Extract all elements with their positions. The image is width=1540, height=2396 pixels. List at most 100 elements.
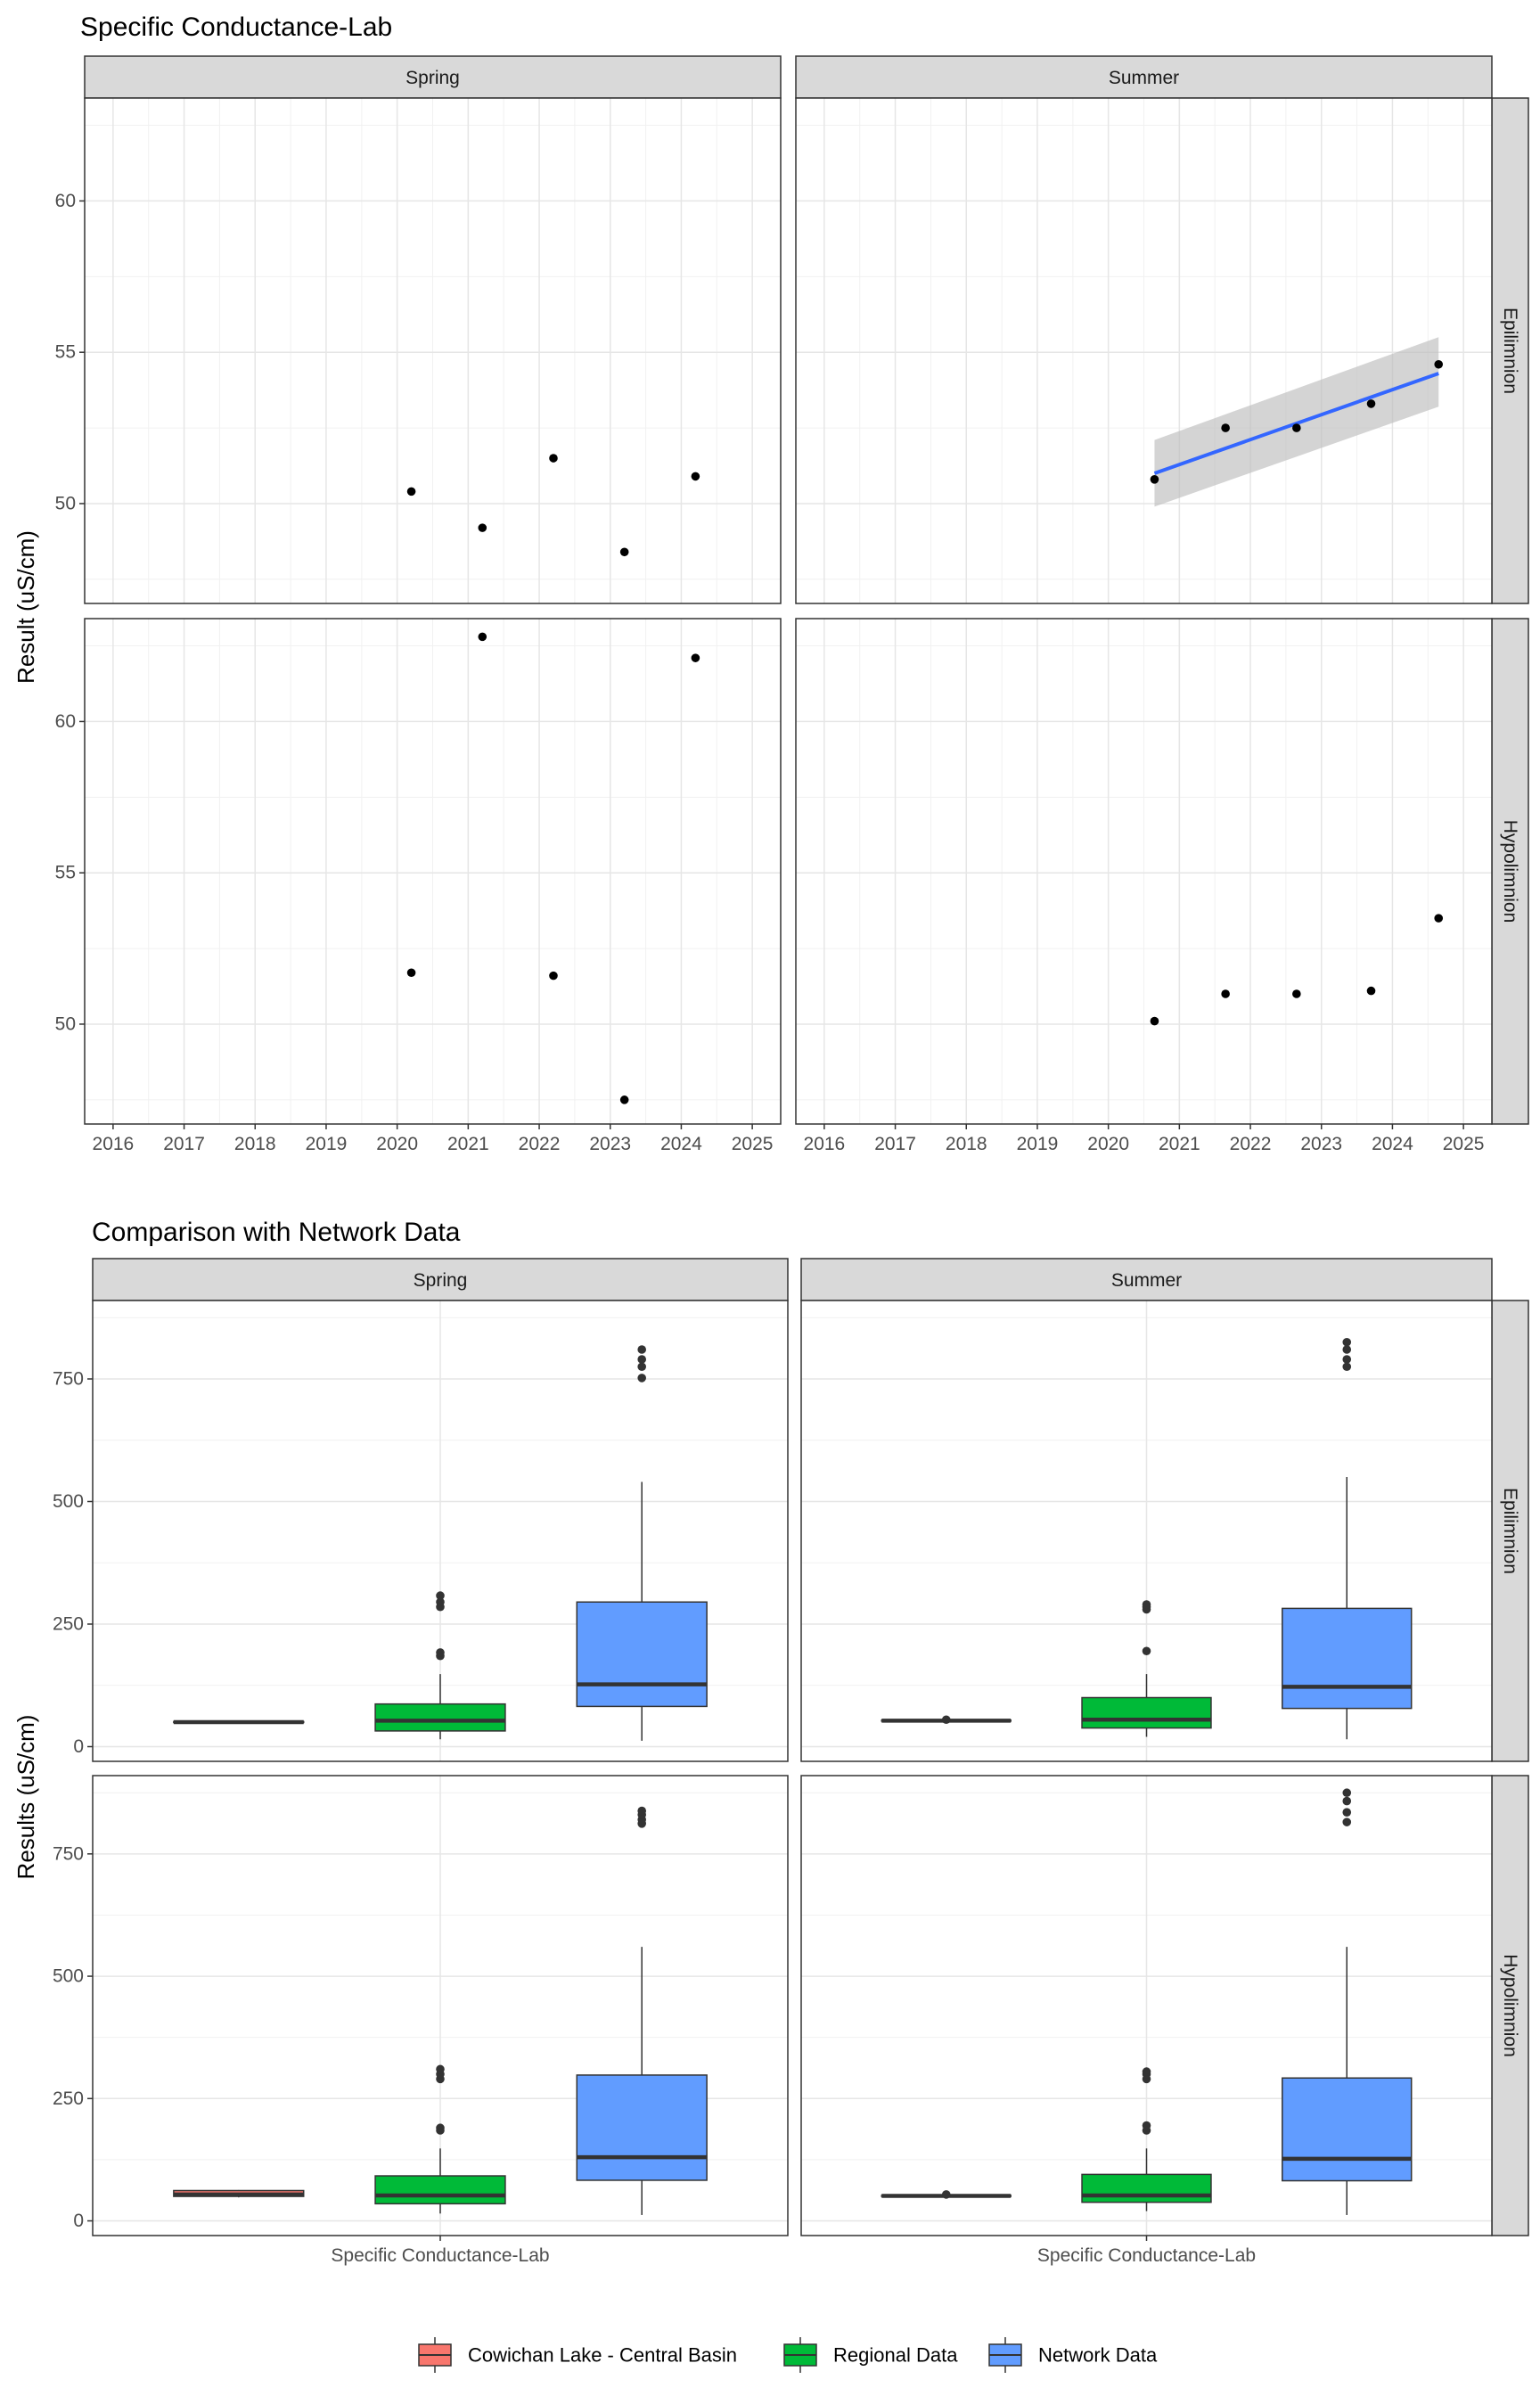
box-panel-spring-epilimnion-border [92, 1300, 789, 1762]
data-point-2 [1221, 423, 1230, 432]
legend-item-cowichan-lake-central-basin: Cowichan Lake - Central Basin [418, 2337, 737, 2373]
x-tick-label-2025: 2025 [1443, 1134, 1485, 1154]
data-point-1 [406, 968, 416, 978]
strip-hypolimnion-bg [1491, 618, 1529, 1125]
trend-line [1153, 372, 1439, 475]
box-panel-summer-hypolimnion: Specific Conductance-Lab [800, 1775, 1493, 2266]
x-tick-label-2017: 2017 [874, 1134, 916, 1154]
strip-spring-bg [84, 55, 782, 99]
strip-spring-label: Spring [405, 68, 460, 88]
data-point-5 [1434, 359, 1444, 369]
data-point-4 [619, 1095, 629, 1104]
box-y-tick-label-500: 500 [53, 1491, 84, 1512]
strip-hypolimnion-label: Hypolimnion [1500, 820, 1520, 923]
legend-label-cowichan-lake-central-basin: Cowichan Lake - Central Basin [468, 2344, 737, 2367]
box-regional-data-iqr [1081, 2173, 1212, 2203]
box-network-data-outlier-2 [1342, 1808, 1352, 1817]
x-tick-label-2022: 2022 [519, 1134, 561, 1154]
box-regional-data-outlier-2 [436, 1648, 445, 1657]
x-tick-label-2025: 2025 [732, 1134, 774, 1154]
data-point-2 [1221, 989, 1230, 998]
data-point-2 [478, 523, 487, 532]
scatter-y-axis-label: Result (uS/cm) [12, 530, 39, 684]
y-tick-label-50: 50 [55, 493, 76, 513]
panel-spring-hypolimnion: 50 55 60 2016 2017 2018 2019 2020 2021 2022 2023 20… [55, 618, 782, 1154]
box-regional-data-outlier-2 [436, 2123, 445, 2133]
box-regional-data-outlier-5 [436, 2064, 445, 2074]
legend-item-network-data: Network Data [988, 2337, 1158, 2373]
box-network-data-outlier-3 [1342, 1345, 1352, 1354]
box-network-data-outlier-4 [1342, 1337, 1352, 1347]
box-panel-summer-epilimnion [800, 1300, 1493, 1762]
box-y-tick-label-250: 250 [53, 2088, 84, 2109]
box-regional-data-outlier-4 [436, 1597, 445, 1607]
data-point-1 [406, 487, 416, 496]
strip-summer-bg [795, 55, 1493, 99]
x-tick-label-2018: 2018 [946, 1134, 987, 1154]
x-tick-label-2021: 2021 [1159, 1134, 1200, 1154]
x-tick-label-2016: 2016 [93, 1134, 135, 1154]
panel-summer-epilimnion-border [795, 97, 1493, 604]
strip-summer-label: Summer [1109, 68, 1179, 88]
box-y-tick-label-500: 500 [53, 1966, 84, 1987]
data-point-1 [1150, 1016, 1159, 1026]
box-network-data-iqr [1282, 1607, 1413, 1710]
box-y-tick-label-750: 750 [53, 1843, 84, 1864]
y-tick-label-60: 60 [55, 191, 76, 211]
box-figure: Comparison with Network Data Results (uS… [12, 1218, 1529, 2266]
scatter-figure: Specific Conductance-Lab Result (uS/cm) … [12, 12, 1529, 1154]
data-point-5 [691, 653, 700, 662]
box-network-data-outlier-2 [1342, 1355, 1352, 1364]
box-y-tick-label-750: 750 [53, 1369, 84, 1390]
data-point-3 [1292, 423, 1301, 432]
box-network-data-outlier-3 [637, 1355, 646, 1364]
box-network-data [1282, 1337, 1413, 1740]
box-strip-spring-bg [92, 1258, 789, 1301]
box-regional-data-iqr [374, 2175, 506, 2205]
y-tick-label-55: 55 [55, 863, 76, 883]
x-tick-label-2016: 2016 [804, 1134, 846, 1154]
box-cowichan-lake-central-basin [881, 2190, 1012, 2199]
box-panels: Spring Summer Epilimnion Hypolimnion 0 250 500… [53, 1258, 1529, 2266]
box-x-tick-label: Specific Conductance-Lab [1037, 2245, 1256, 2266]
box-network-data [1282, 1788, 1413, 2215]
box-network-data-outlier-4 [637, 1806, 646, 1816]
box-regional-data-outlier-4 [1142, 1600, 1151, 1609]
box-panel-spring-epilimnion: 0 250 500 750 [53, 1300, 789, 1762]
box-regional-data [374, 2064, 506, 2214]
box-y-tick-label-250: 250 [53, 1614, 84, 1635]
scatter-title: Specific Conductance-Lab [80, 12, 392, 42]
data-point-5 [691, 472, 700, 481]
box-regional-data [374, 1591, 506, 1740]
x-tick-label-2023: 2023 [589, 1134, 631, 1154]
box-network-data-outlier-1 [637, 1374, 646, 1383]
box-panel-spring-hypolimnion: 0 250 500 750 Specific Conductance-Lab [53, 1775, 789, 2266]
box-title: Comparison with Network Data [92, 1218, 461, 1247]
scatter-panels: Spring Summer Epilimnion Hypolimnion 50 55 60 5… [55, 55, 1529, 1154]
box-strip-summer-bg [800, 1258, 1493, 1301]
box-regional-data [1081, 2067, 1212, 2211]
box-regional-data-outlier-2 [1142, 2121, 1151, 2130]
box-network-data-iqr [576, 1601, 708, 1708]
box-cowichan-lake-central-basin [881, 1715, 1012, 1725]
x-tick-label-2024: 2024 [1372, 1134, 1413, 1154]
strip-epilimnion-label: Epilimnion [1500, 308, 1520, 394]
box-panel-summer-epilimnion-border [800, 1300, 1493, 1762]
box-strip-hypolimnion-bg [1491, 1775, 1529, 2236]
x-tick-label-2019: 2019 [306, 1134, 348, 1154]
x-tick-label-2018: 2018 [234, 1134, 276, 1154]
legend: Cowichan Lake - Central Basin Regional Da… [418, 2337, 1158, 2373]
box-strip-summer-label: Summer [1111, 1270, 1182, 1291]
panel-summer-hypolimnion: 2016 2017 2018 2019 2020 2021 2022 2023 2024 2025 [795, 618, 1493, 1154]
legend-label-regional-data: Regional Data [833, 2344, 958, 2367]
box-regional-data [1081, 1600, 1212, 1737]
box-cowichan-lake-central-basin-outlier-1 [941, 2190, 951, 2199]
box-network-data-outlier-4 [1342, 1788, 1352, 1798]
box-x-tick-label: Specific Conductance-Lab [331, 2245, 549, 2266]
y-tick-label-50: 50 [55, 1013, 76, 1034]
y-tick-label-60: 60 [55, 711, 76, 732]
box-regional-data-outlier-5 [1142, 2067, 1151, 2076]
x-tick-label-2020: 2020 [376, 1134, 418, 1154]
box-network-data-iqr [1282, 2077, 1413, 2182]
